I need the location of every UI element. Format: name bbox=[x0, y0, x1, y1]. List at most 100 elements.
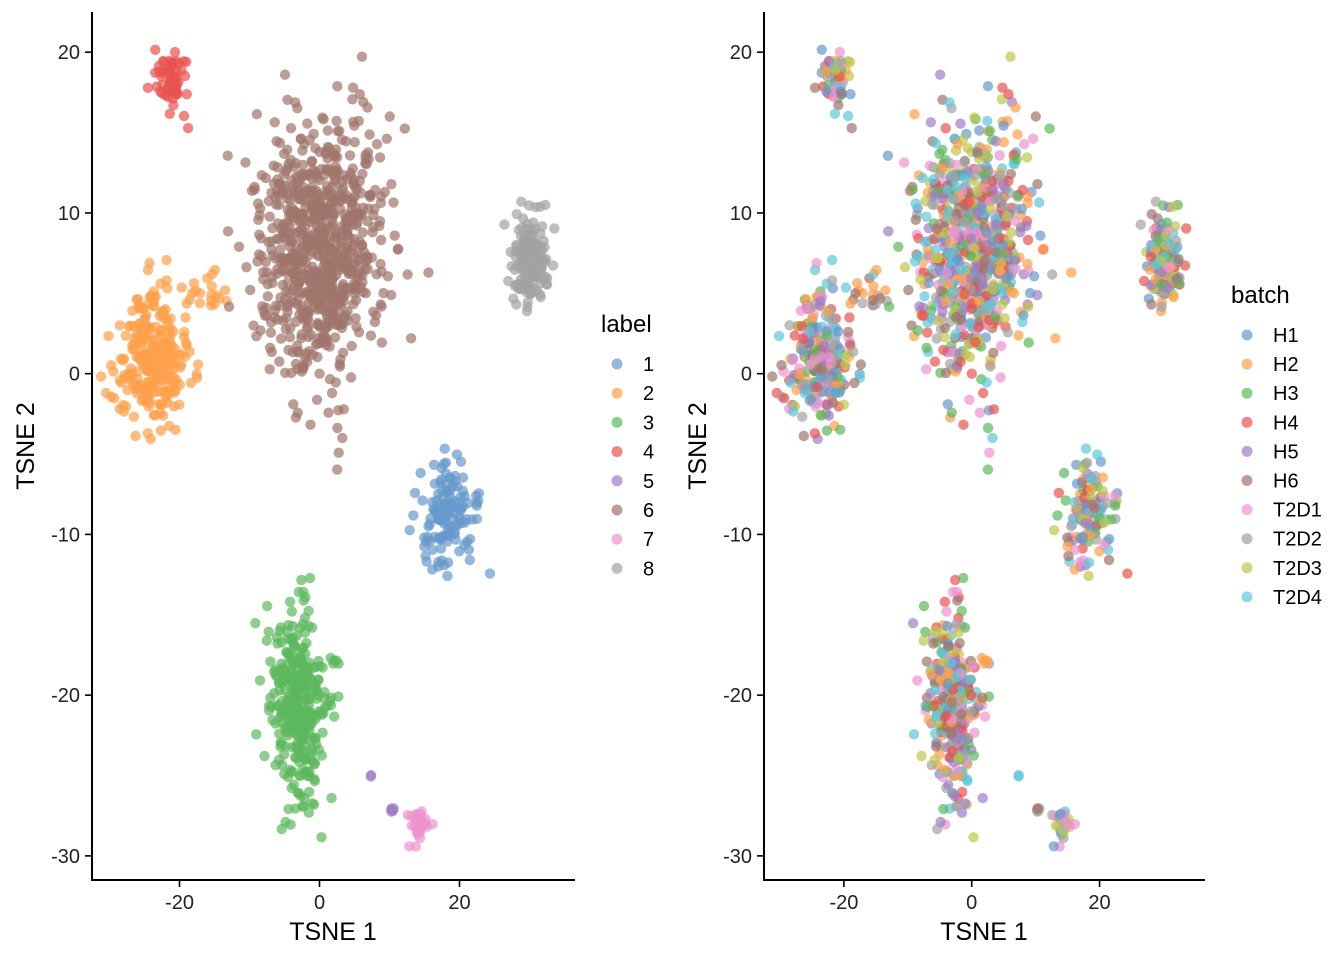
data-point bbox=[1110, 500, 1121, 511]
data-point bbox=[284, 227, 295, 239]
legend-label: 2 bbox=[643, 383, 654, 405]
data-point bbox=[805, 394, 816, 405]
data-point bbox=[168, 100, 179, 111]
legend-label: 4 bbox=[643, 442, 654, 464]
data-point bbox=[362, 102, 373, 113]
data-point bbox=[1083, 570, 1094, 582]
data-point bbox=[965, 674, 976, 685]
data-point bbox=[168, 326, 179, 337]
x-tick-label: 0 bbox=[966, 892, 977, 914]
data-point bbox=[261, 302, 272, 313]
data-point bbox=[284, 596, 296, 607]
data-point bbox=[937, 193, 948, 204]
data-point bbox=[341, 194, 352, 205]
data-point bbox=[999, 313, 1010, 324]
data-point bbox=[274, 356, 285, 367]
data-point bbox=[267, 714, 278, 726]
data-point bbox=[322, 295, 334, 307]
data-point bbox=[386, 179, 397, 190]
data-point bbox=[868, 281, 879, 292]
data-point bbox=[406, 820, 417, 831]
legend-swatch bbox=[611, 533, 623, 545]
data-point bbox=[427, 544, 438, 555]
data-point bbox=[384, 111, 395, 122]
data-point bbox=[378, 287, 389, 299]
data-point bbox=[251, 729, 262, 740]
data-point bbox=[944, 97, 955, 108]
data-point bbox=[1163, 237, 1174, 248]
data-point bbox=[364, 129, 375, 140]
data-point bbox=[1023, 301, 1034, 312]
data-point bbox=[840, 282, 852, 293]
y-tick-label: -10 bbox=[51, 524, 80, 546]
data-point bbox=[529, 261, 541, 273]
data-point bbox=[445, 499, 457, 510]
data-point bbox=[174, 399, 185, 410]
data-point bbox=[330, 227, 342, 239]
data-point bbox=[990, 219, 1002, 230]
data-point bbox=[981, 161, 992, 172]
data-point bbox=[943, 205, 954, 216]
data-point bbox=[131, 388, 142, 399]
data-point bbox=[1021, 220, 1032, 232]
data-point bbox=[845, 298, 856, 309]
data-point bbox=[1001, 211, 1012, 222]
data-point bbox=[969, 727, 980, 738]
legend-label: 3 bbox=[643, 412, 654, 434]
legend-swatch bbox=[1241, 533, 1253, 545]
data-point bbox=[345, 265, 356, 277]
data-point bbox=[948, 194, 960, 205]
data-point bbox=[956, 264, 967, 275]
data-point bbox=[344, 150, 356, 161]
data-point bbox=[303, 264, 314, 275]
data-point bbox=[821, 86, 832, 97]
legend-item: 3 bbox=[611, 412, 654, 434]
data-point bbox=[337, 432, 348, 444]
data-point bbox=[286, 268, 298, 279]
data-point bbox=[419, 532, 430, 543]
data-point bbox=[963, 197, 974, 208]
data-point bbox=[275, 712, 286, 723]
data-point bbox=[278, 315, 289, 326]
data-point bbox=[275, 223, 287, 235]
data-point bbox=[985, 203, 996, 214]
data-point bbox=[296, 215, 307, 226]
legend-item: T2D4 bbox=[1241, 587, 1322, 609]
data-point bbox=[835, 424, 846, 435]
data-point bbox=[314, 661, 325, 672]
data-point bbox=[917, 172, 928, 184]
data-point bbox=[929, 190, 940, 201]
data-point bbox=[1085, 491, 1097, 502]
data-point bbox=[534, 201, 546, 212]
legend-item: 7 bbox=[611, 529, 654, 551]
data-point bbox=[965, 690, 977, 701]
data-point bbox=[945, 658, 957, 669]
data-point bbox=[317, 727, 328, 738]
data-point bbox=[306, 216, 317, 228]
data-point bbox=[339, 312, 351, 323]
data-point bbox=[263, 236, 274, 248]
data-point bbox=[800, 294, 812, 305]
legend-label: T2D4 bbox=[1273, 587, 1322, 609]
data-point bbox=[1003, 89, 1014, 100]
data-point bbox=[785, 377, 796, 388]
y-axis-title: TSNE 2 bbox=[684, 402, 712, 490]
data-point bbox=[956, 709, 967, 720]
legend-item: H2 bbox=[1241, 354, 1299, 376]
data-point bbox=[288, 205, 299, 216]
data-point bbox=[152, 340, 163, 351]
data-point bbox=[316, 832, 327, 843]
data-point bbox=[332, 464, 343, 475]
y-tick-label: -20 bbox=[51, 685, 80, 707]
data-point bbox=[955, 356, 966, 367]
data-point bbox=[129, 333, 140, 344]
data-point bbox=[944, 248, 956, 259]
data-point bbox=[997, 248, 1008, 260]
data-point bbox=[462, 497, 474, 509]
data-point bbox=[1010, 216, 1021, 227]
data-point bbox=[935, 69, 946, 80]
data-point bbox=[270, 669, 281, 680]
data-point bbox=[176, 282, 187, 293]
data-point bbox=[375, 258, 386, 270]
data-point bbox=[883, 226, 894, 237]
